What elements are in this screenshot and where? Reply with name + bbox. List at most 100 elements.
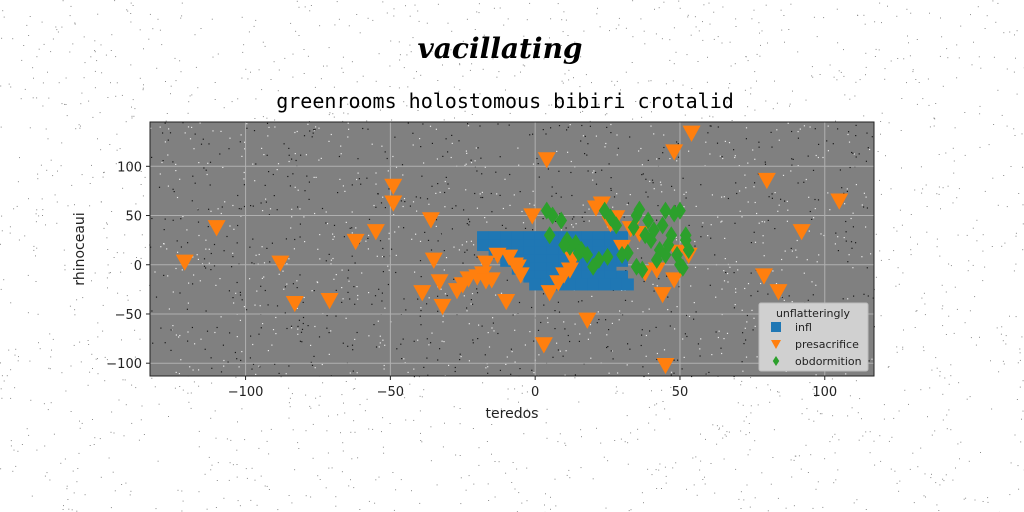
noise-dot [297,325,299,327]
noise-dot [444,206,446,208]
noise-dot [388,188,390,190]
noise-dot [531,416,533,418]
noise-dot [1017,465,1019,467]
noise-dot [542,293,545,295]
noise-dot [439,191,441,193]
noise-dot [870,253,872,255]
noise-dot [291,393,293,395]
noise-dot [188,101,190,103]
x-tick-label: −100 [228,385,264,400]
noise-dot [265,201,267,203]
data-point-presacrifice [540,285,559,302]
noise-dot [751,18,753,20]
noise-dot [398,226,400,228]
noise-dot [288,495,290,496]
noise-dot [303,135,306,137]
noise-dot [66,115,68,117]
noise-dot [409,383,411,385]
noise-dot [239,291,241,293]
noise-dot [852,267,854,269]
noise-dot [244,141,246,143]
noise-dot [745,416,747,418]
noise-dot [164,141,166,143]
noise-dot [286,327,288,330]
noise-dot [3,380,5,382]
noise-dot [12,38,14,40]
noise-dot [105,54,107,56]
noise-dot [1015,263,1017,265]
noise-dot [101,72,103,74]
noise-dot [297,206,299,208]
noise-dot [400,479,402,481]
noise-dot [746,484,748,486]
noise-dot [468,360,470,362]
noise-dot [799,128,801,130]
data-point-presacrifice [754,268,773,285]
noise-dot [501,224,503,226]
noise-dot [493,7,495,9]
noise-dot [175,170,177,172]
noise-dot [323,65,324,67]
noise-dot [372,19,374,21]
noise-dot [721,42,723,44]
noise-dot [997,204,999,206]
noise-dot [570,171,572,174]
noise-dot [549,37,550,39]
noise-dot [47,409,49,411]
noise-dot [641,116,643,118]
noise-dot [50,51,52,53]
noise-dot [303,49,305,50]
noise-dot [448,102,450,104]
noise-dot [256,504,258,506]
noise-dot [938,154,940,155]
noise-dot [108,457,110,459]
noise-dot [710,125,712,127]
noise-dot [745,339,747,341]
noise-dot [93,444,95,445]
noise-dot [144,176,146,178]
noise-dot [888,259,890,260]
noise-dot [814,198,816,201]
noise-dot [466,223,468,225]
noise-dot [163,274,165,276]
noise-dot [941,36,943,38]
noise-dot [815,284,817,286]
noise-dot [29,16,31,17]
noise-dot [637,438,639,440]
noise-dot [970,14,971,16]
data-point-presacrifice [476,273,495,290]
noise-dot [286,283,288,285]
noise-dot [234,351,236,354]
noise-dot [95,358,97,360]
noise-dot [421,396,423,398]
noise-dot [391,119,393,121]
noise-dot [74,22,76,24]
noise-dot [348,485,350,487]
noise-dot [106,277,108,279]
data-point-presacrifice [769,284,788,301]
noise-dot [60,165,62,167]
noise-dot [74,314,76,316]
noise-dot [736,192,738,195]
noise-dot [645,178,647,180]
noise-dot [936,193,938,195]
noise-dot [423,162,425,164]
noise-dot [640,344,642,347]
noise-dot [444,293,446,295]
noise-dot [571,194,573,197]
noise-dot [718,330,720,332]
noise-dot [656,158,658,160]
noise-dot [459,89,461,91]
noise-dot [761,221,763,223]
noise-dot [294,131,296,134]
noise-dot [179,386,181,387]
noise-dot [126,295,128,297]
noise-dot [899,209,901,211]
noise-dot [174,387,176,389]
noise-dot [167,185,169,187]
noise-dot [702,21,703,23]
noise-dot [700,338,702,340]
noise-dot [622,314,624,316]
noise-dot [509,112,511,114]
noise-dot [754,201,756,204]
